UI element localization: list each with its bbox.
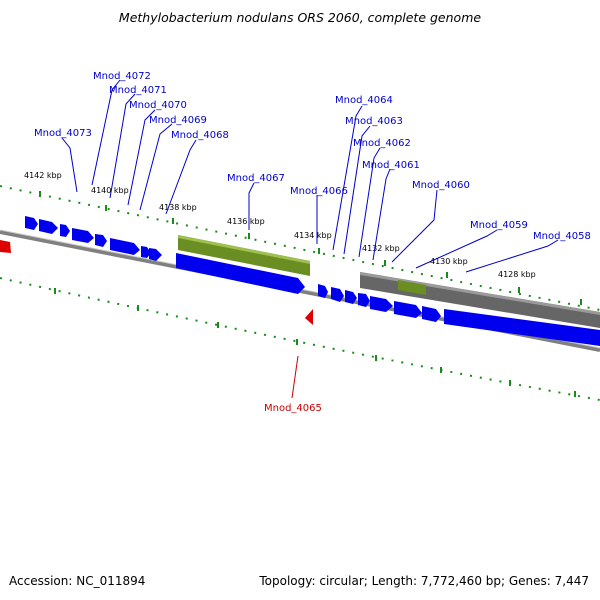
kbp-tick-label: 4138 kbp <box>159 203 197 212</box>
gene-label[interactable]: Mnod_4064 <box>335 95 393 106</box>
gene-label[interactable]: Mnod_4073 <box>34 128 92 139</box>
gene-label[interactable]: Mnod_4071 <box>109 85 167 96</box>
feature-rna-long <box>178 235 310 276</box>
gene-label[interactable]: Mnod_4058 <box>533 231 591 242</box>
gene-red-edge <box>0 240 11 253</box>
inner-major-ticks <box>54 288 576 397</box>
gene-label[interactable]: Mnod_4061 <box>362 160 420 171</box>
kbp-tick-label: 4130 kbp <box>430 257 468 266</box>
gene-label-highlight[interactable]: Mnod_4065 <box>264 403 322 414</box>
gene-label[interactable]: Mnod_4070 <box>129 100 187 111</box>
kbp-tick-label: 4128 kbp <box>498 270 536 279</box>
kbp-tick-label: 4134 kbp <box>294 231 332 240</box>
gene-label[interactable]: Mnod_4066 <box>290 186 348 197</box>
gene-arrows-lower <box>176 253 600 346</box>
gene-label[interactable]: Mnod_4072 <box>93 71 151 82</box>
kbp-tick-label: 4140 kbp <box>91 186 129 195</box>
gene-label[interactable]: Mnod_4067 <box>227 173 285 184</box>
accession-info: Accession: NC_011894 <box>9 574 146 588</box>
gene-label[interactable]: Mnod_4063 <box>345 116 403 127</box>
gene-mnod-4065-marker <box>305 309 313 325</box>
gene-label[interactable]: Mnod_4060 <box>412 180 470 191</box>
gene-label[interactable]: Mnod_4069 <box>149 115 207 126</box>
gene-arrows-upper <box>25 216 162 261</box>
gene-label[interactable]: Mnod_4059 <box>470 220 528 231</box>
gene-label[interactable]: Mnod_4062 <box>353 138 411 149</box>
outer-major-ticks <box>39 191 582 305</box>
kbp-tick-label: 4132 kbp <box>362 244 400 253</box>
map-title: Methylobacterium nodulans ORS 2060, comp… <box>118 10 482 25</box>
gene-label[interactable]: Mnod_4068 <box>171 130 229 141</box>
genome-summary: Topology: circular; Length: 7,772,460 bp… <box>259 574 589 588</box>
feature-rna-small <box>398 280 426 295</box>
kbp-tick-label: 4142 kbp <box>24 171 62 180</box>
kbp-tick-label: 4136 kbp <box>227 217 265 226</box>
label-leader-lines <box>61 79 559 399</box>
